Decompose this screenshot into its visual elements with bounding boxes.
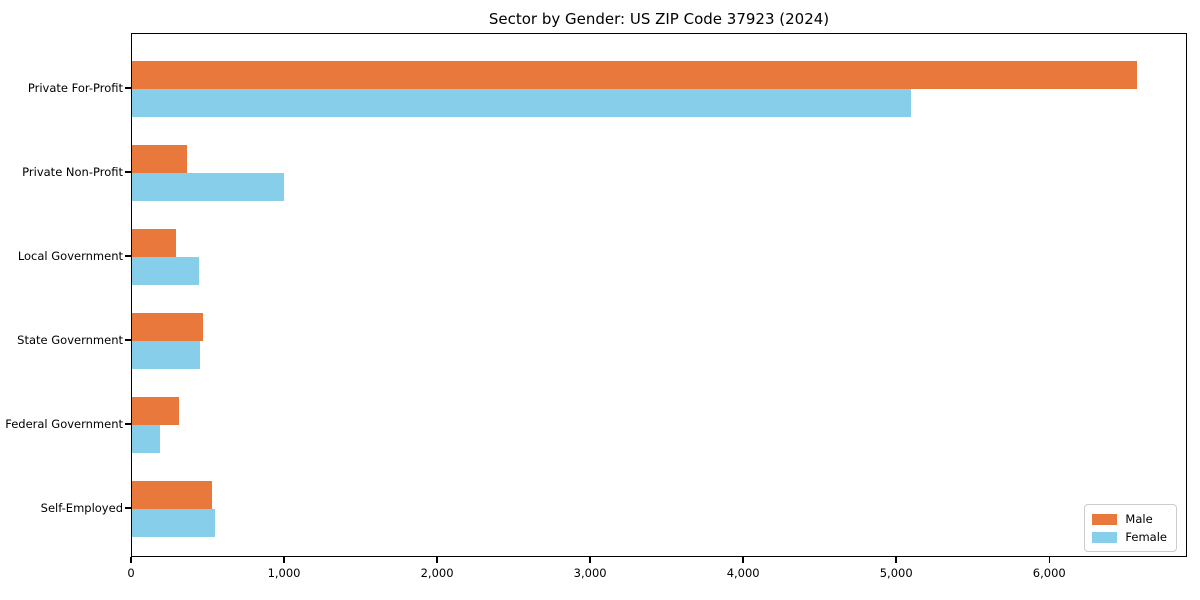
bar-male-private-for-profit xyxy=(132,61,1138,89)
legend-label-male: Male xyxy=(1125,512,1153,526)
xtick-mark xyxy=(742,557,744,563)
ytick-label-private-for-profit: Private For-Profit xyxy=(27,81,123,95)
bar-male-local-government xyxy=(132,229,177,257)
xtick-label-0: 0 xyxy=(127,566,135,580)
bar-female-local-government xyxy=(132,257,200,285)
bar-female-private-for-profit xyxy=(132,89,911,117)
legend-swatch-male xyxy=(1092,513,1118,525)
ytick-mark xyxy=(125,507,131,509)
xtick-mark xyxy=(283,557,285,563)
xtick-label-4000: 4,000 xyxy=(726,566,760,580)
xtick-mark xyxy=(895,557,897,563)
ytick-label-state-government: State Government xyxy=(17,333,123,347)
xtick-mark xyxy=(436,557,438,563)
xtick-label-5000: 5,000 xyxy=(879,566,913,580)
xtick-label-2000: 2,000 xyxy=(420,566,454,580)
bar-male-private-non-profit xyxy=(132,145,188,173)
ytick-mark xyxy=(125,171,131,173)
bar-female-private-non-profit xyxy=(132,173,284,201)
bar-female-state-government xyxy=(132,341,201,369)
bar-male-federal-government xyxy=(132,397,180,425)
xtick-mark xyxy=(1048,557,1050,563)
plot-area: Male Female xyxy=(131,33,1187,557)
xtick-label-6000: 6,000 xyxy=(1032,566,1066,580)
bar-female-self-employed xyxy=(132,509,215,537)
ytick-label-local-government: Local Government xyxy=(17,249,123,263)
bar-male-state-government xyxy=(132,313,204,341)
xtick-label-3000: 3,000 xyxy=(573,566,607,580)
ytick-mark xyxy=(125,339,131,341)
bar-female-federal-government xyxy=(132,425,161,453)
legend-entry-female: Female xyxy=(1092,528,1167,546)
ytick-mark xyxy=(125,423,131,425)
legend-swatch-female xyxy=(1092,531,1118,543)
ytick-label-federal-government: Federal Government xyxy=(5,417,123,431)
legend-entry-male: Male xyxy=(1092,510,1167,528)
legend-label-female: Female xyxy=(1125,530,1167,544)
ytick-label-self-employed: Self-Employed xyxy=(40,501,123,515)
xtick-label-1000: 1,000 xyxy=(267,566,301,580)
ytick-mark xyxy=(125,87,131,89)
ytick-mark xyxy=(125,255,131,257)
legend: Male Female xyxy=(1084,504,1177,552)
ytick-label-private-non-profit: Private Non-Profit xyxy=(22,165,123,179)
xtick-mark xyxy=(589,557,591,563)
xtick-mark xyxy=(130,557,132,563)
chart-title: Sector by Gender: US ZIP Code 37923 (202… xyxy=(488,10,830,28)
bar-male-self-employed xyxy=(132,481,212,509)
